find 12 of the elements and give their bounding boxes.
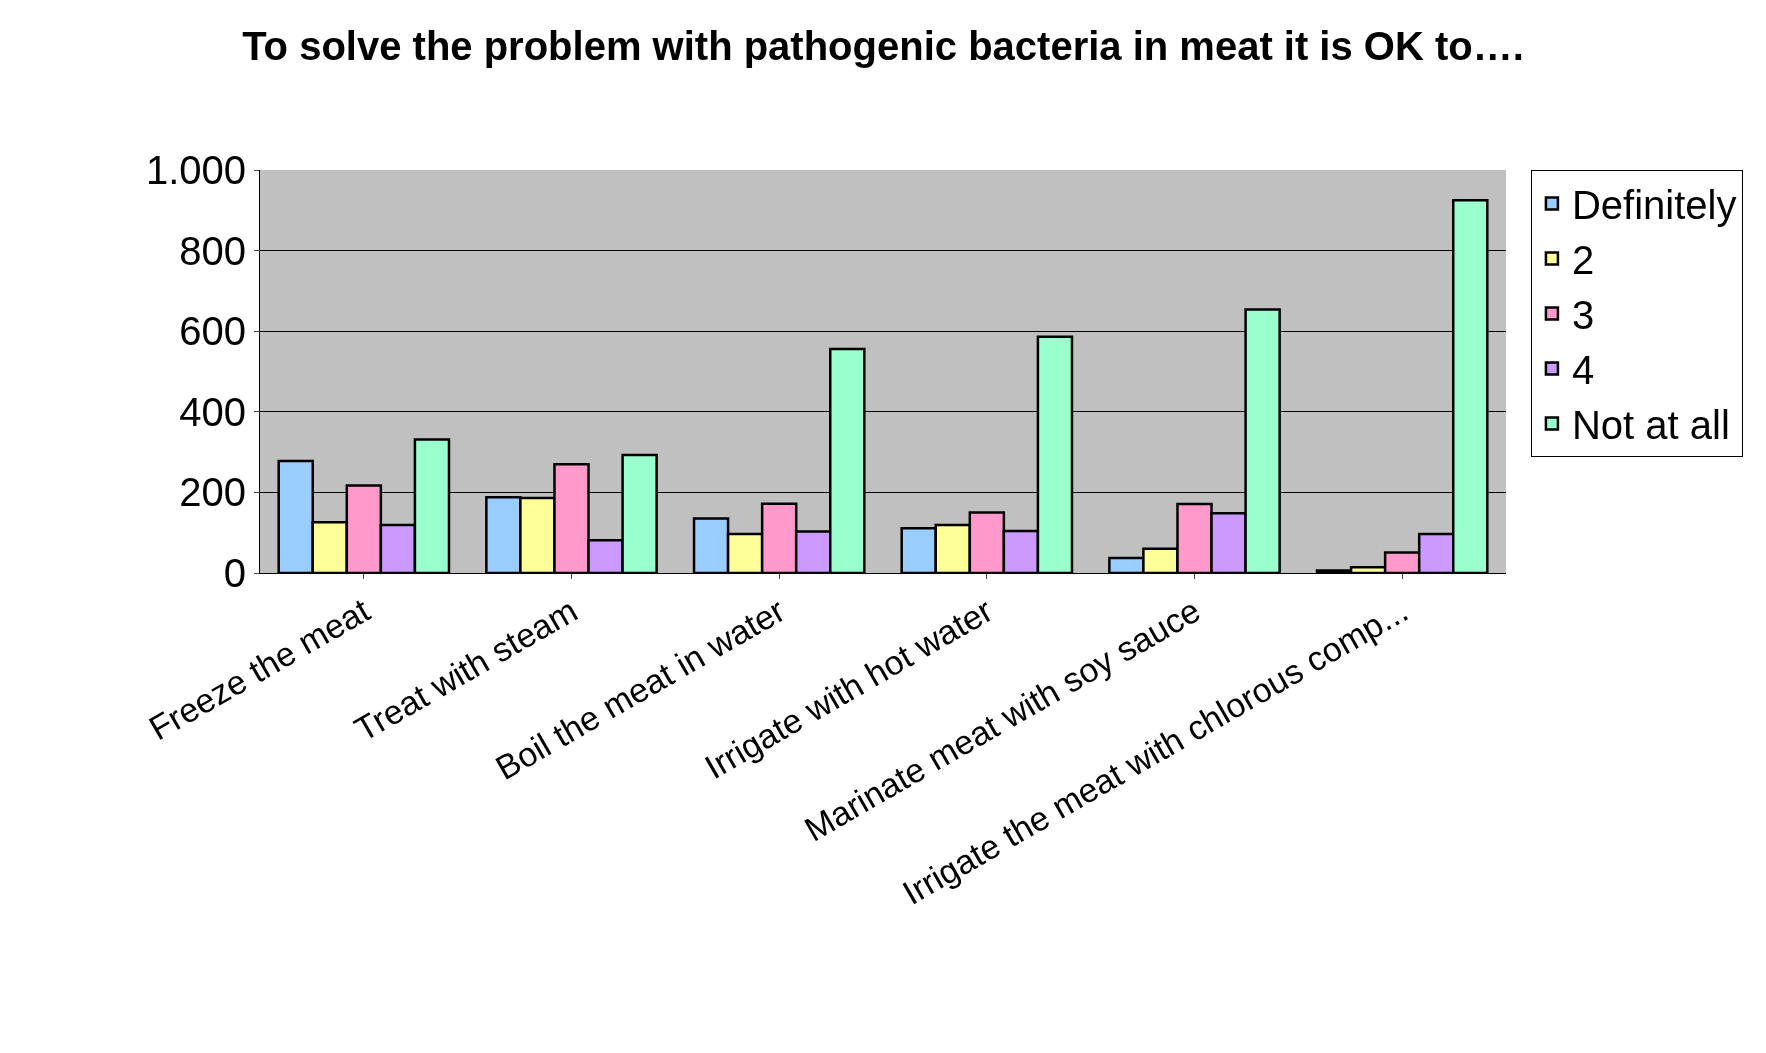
y-tick-label: 400 <box>179 389 246 434</box>
chart-title: To solve the problem with pathogenic bacteria in meat it is OK to…. <box>242 23 1524 68</box>
legend-label: 2 <box>1571 238 1595 283</box>
legend-label: 3 <box>1571 293 1595 338</box>
legend-label: 4 <box>1571 348 1595 393</box>
y-tick-label: 1.000 <box>145 148 246 192</box>
y-tick-label: 200 <box>179 470 246 515</box>
legend-label: Not at all <box>1571 403 1730 448</box>
y-tick-label: 600 <box>179 309 246 354</box>
y-tick-label: 800 <box>179 228 246 273</box>
y-tick-label: 0 <box>223 551 246 595</box>
legend-label: Definitely <box>1571 183 1737 228</box>
